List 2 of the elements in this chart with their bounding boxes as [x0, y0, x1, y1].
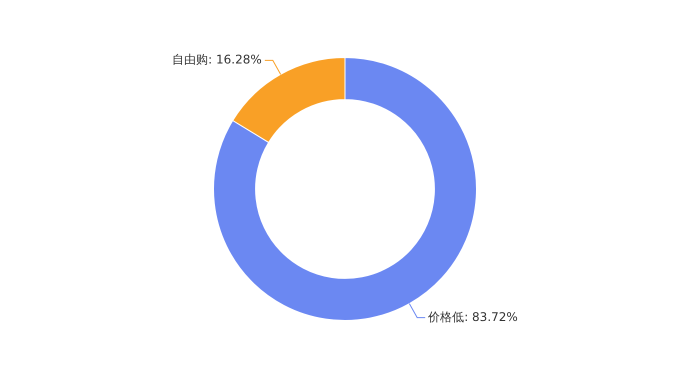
slice-label: 价格低: 83.72%	[427, 310, 518, 324]
slice-label: 自由购: 16.28%	[172, 52, 262, 66]
